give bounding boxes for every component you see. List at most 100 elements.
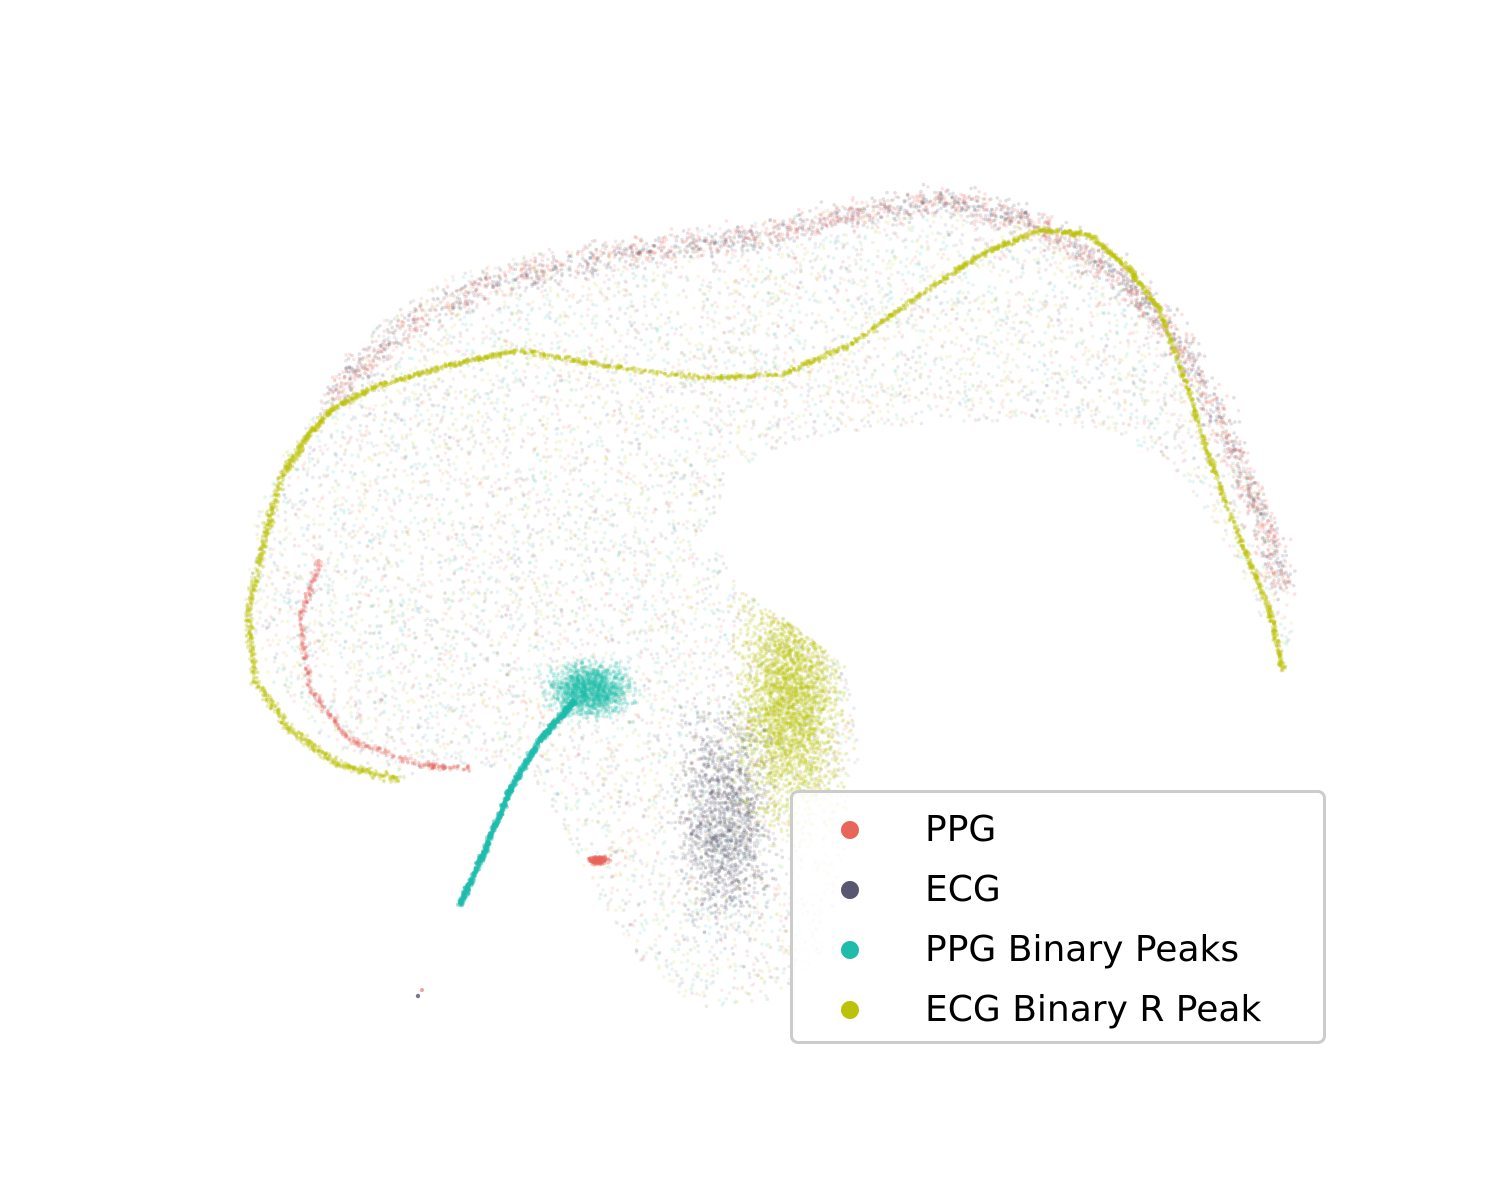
scatter-point xyxy=(676,410,680,414)
scatter-point xyxy=(656,298,660,302)
scatter-point xyxy=(997,365,1001,369)
scatter-point xyxy=(653,817,657,821)
scatter-point xyxy=(671,510,675,514)
scatter-point xyxy=(895,413,899,417)
scatter-point xyxy=(1012,321,1016,325)
scatter-point xyxy=(334,479,338,483)
scatter-point xyxy=(718,269,722,273)
scatter-point xyxy=(817,272,821,276)
scatter-point xyxy=(668,877,672,881)
scatter-point xyxy=(1286,591,1290,595)
scatter-point xyxy=(562,490,566,494)
scatter-point xyxy=(644,600,648,604)
scatter-point xyxy=(598,897,602,901)
scatter-point xyxy=(877,284,881,288)
scatter-point xyxy=(465,623,469,627)
scatter-point xyxy=(1142,365,1146,369)
scatter-point xyxy=(563,468,567,472)
scatter-point xyxy=(1090,286,1094,290)
scatter-point xyxy=(449,510,453,514)
scatter-point xyxy=(1015,257,1019,261)
scatter-point xyxy=(645,544,649,548)
scatter-point xyxy=(809,260,813,264)
scatter-point xyxy=(467,437,471,441)
scatter-point xyxy=(716,454,720,458)
scatter-point xyxy=(1091,377,1095,381)
scatter-point xyxy=(612,759,616,763)
scatter-point xyxy=(719,674,723,678)
scatter-point xyxy=(691,651,695,655)
scatter-point xyxy=(1020,292,1024,296)
scatter-point xyxy=(579,442,583,446)
scatter-point xyxy=(541,646,545,650)
scatter-point xyxy=(874,313,878,317)
scatter-point xyxy=(784,351,788,355)
scatter-point xyxy=(353,558,357,562)
scatter-point xyxy=(480,367,484,371)
scatter-point xyxy=(791,411,795,415)
scatter-point xyxy=(653,897,657,901)
scatter-point xyxy=(682,679,686,683)
scatter-point xyxy=(559,608,563,612)
scatter-point xyxy=(825,413,829,417)
scatter-point xyxy=(643,900,647,904)
scatter-point xyxy=(887,277,891,281)
scatter-point xyxy=(829,380,833,384)
scatter-point xyxy=(469,503,473,507)
scatter-point xyxy=(392,739,396,743)
scatter-point xyxy=(657,551,661,555)
scatter-point xyxy=(664,404,668,408)
scatter-point xyxy=(617,554,621,558)
scatter-point xyxy=(1177,426,1181,430)
scatter-point xyxy=(509,556,513,560)
scatter-point xyxy=(538,500,542,504)
scatter-point xyxy=(685,520,689,524)
scatter-point xyxy=(977,364,981,368)
scatter-point xyxy=(763,921,767,925)
scatter-point xyxy=(933,264,937,268)
scatter-point xyxy=(349,427,353,431)
scatter-point xyxy=(620,774,624,778)
scatter-point xyxy=(637,587,641,591)
scatter-point xyxy=(843,311,847,315)
scatter-point xyxy=(671,862,675,866)
scatter-point xyxy=(1099,389,1103,393)
scatter-point xyxy=(630,378,634,382)
scatter-point xyxy=(647,569,651,573)
scatter-point xyxy=(914,369,918,373)
scatter-point xyxy=(628,893,632,897)
scatter-point xyxy=(596,273,600,277)
scatter-point xyxy=(679,920,683,924)
scatter-point xyxy=(479,538,483,542)
scatter-point xyxy=(597,789,601,793)
scatter-point xyxy=(514,610,518,614)
scatter-point xyxy=(708,512,712,516)
scatter-point xyxy=(630,422,634,426)
scatter-point xyxy=(785,840,789,844)
scatter-point xyxy=(701,344,705,348)
scatter-point xyxy=(495,754,499,758)
scatter-point xyxy=(707,289,711,293)
scatter-point xyxy=(791,349,795,353)
scatter-point xyxy=(527,668,531,672)
scatter-point xyxy=(487,629,491,633)
scatter-point xyxy=(361,585,365,589)
scatter-point xyxy=(550,767,554,771)
scatter-point xyxy=(829,416,833,420)
scatter-point xyxy=(699,691,703,695)
scatter-point xyxy=(514,540,518,544)
scatter-point xyxy=(859,279,863,283)
scatter-point xyxy=(633,431,637,435)
scatter-point xyxy=(400,357,404,361)
scatter-point xyxy=(435,498,439,502)
scatter-point xyxy=(657,829,661,833)
scatter-point xyxy=(745,419,749,423)
scatter-point xyxy=(542,434,546,438)
scatter-point xyxy=(951,225,955,229)
scatter-point xyxy=(1062,386,1066,390)
scatter-point xyxy=(544,506,548,510)
scatter-point xyxy=(775,344,779,348)
scatter-point xyxy=(790,270,794,274)
scatter-point xyxy=(497,511,501,515)
scatter-point xyxy=(306,709,310,713)
